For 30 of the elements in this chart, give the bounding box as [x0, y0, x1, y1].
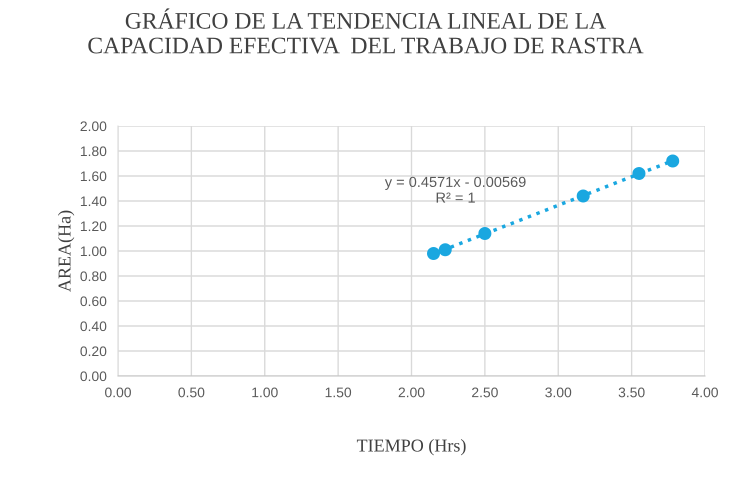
point	[576, 189, 590, 203]
y-tick-label: 1.40	[80, 196, 106, 206]
x-tick-label: 0.00	[105, 387, 131, 398]
point	[478, 226, 492, 240]
y-tick-label: 1.00	[80, 246, 106, 256]
point	[632, 166, 646, 180]
x-tick-label: 0.50	[178, 387, 204, 398]
x-tick-label: 3.00	[545, 387, 572, 398]
y-tick-label: 0.00	[80, 371, 106, 382]
x-tick-label: 2.50	[472, 387, 498, 398]
x-tick-label: 4.00	[692, 387, 718, 398]
x-tick-label: 1.50	[326, 387, 352, 398]
y-tick-label: 2.00	[80, 121, 106, 132]
point	[666, 154, 680, 168]
y-axis-title: AREA(Ha)	[58, 210, 74, 292]
y-tick-label: 0.40	[80, 321, 106, 332]
y-tick-label: 1.20	[80, 221, 106, 232]
x-axis-title: TIEMPO (Hrs)	[356, 438, 466, 456]
point	[438, 243, 452, 256]
chart-title: GRÁFICO DE LA TENDENCIA LINEAL DE LA CAPACIDAD EFECTIVA DEL TRABAJO DE RASTRA	[88, 8, 644, 54]
x-tick-label: 2.00	[398, 387, 424, 398]
y-tick-label: 0.60	[80, 296, 106, 306]
y-tick-label: 1.60	[80, 171, 106, 182]
y-tick-label: 0.80	[80, 271, 106, 282]
point	[427, 246, 440, 260]
x-tick-label: 1.00	[252, 387, 278, 398]
y-tick-label: 0.20	[80, 346, 106, 356]
y-tick-label: 1.80	[80, 146, 106, 156]
annotation: y = 0.4571x - 0.00569 R² = 1	[384, 176, 526, 203]
x-tick-label: 3.50	[618, 387, 645, 398]
